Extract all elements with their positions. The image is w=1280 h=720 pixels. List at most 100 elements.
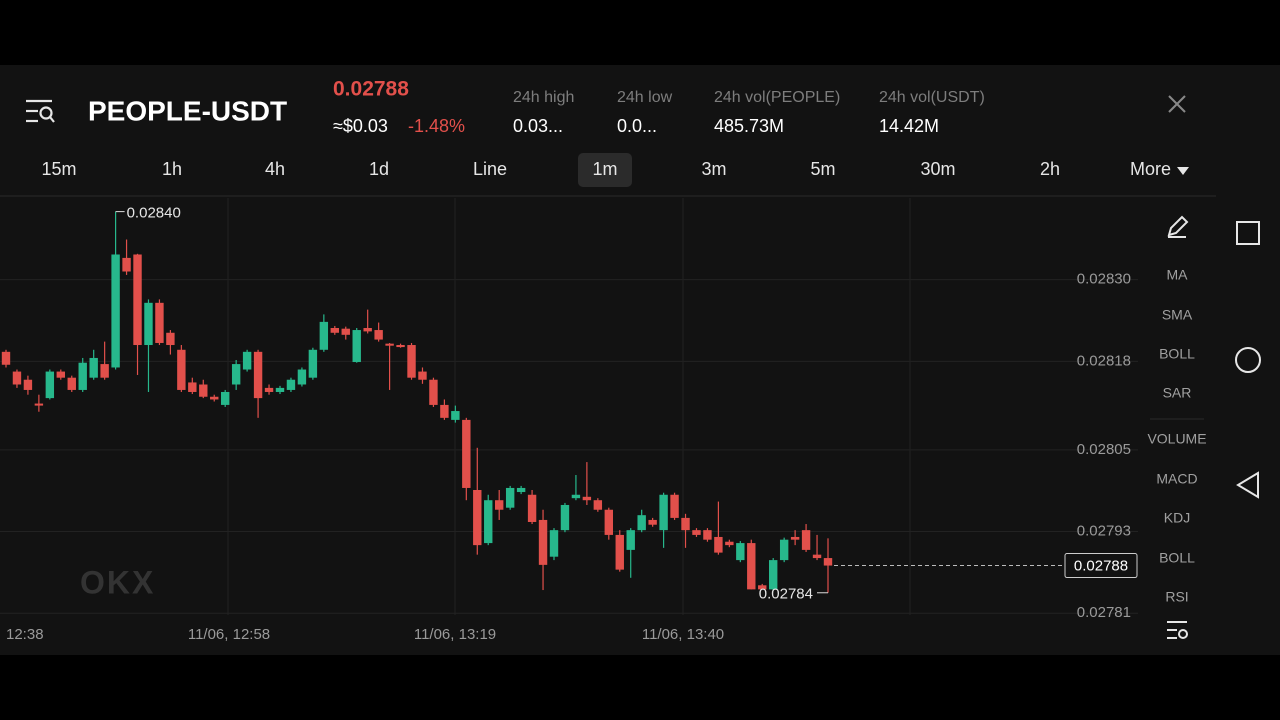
candle-body bbox=[429, 379, 438, 405]
candle-body bbox=[823, 558, 833, 566]
stat-label: 24h vol(PEOPLE) bbox=[714, 89, 840, 106]
close-icon[interactable] bbox=[1168, 95, 1186, 113]
high-label: 0.02840 bbox=[127, 205, 181, 222]
candle-body bbox=[122, 257, 131, 272]
indicator[interactable]: KDJ bbox=[1164, 510, 1190, 526]
candle-body bbox=[210, 396, 219, 400]
candle-body bbox=[242, 351, 252, 370]
candle-body bbox=[516, 487, 526, 493]
more-tab[interactable]: More bbox=[1130, 159, 1171, 179]
candle-body bbox=[396, 345, 405, 348]
candle-body bbox=[363, 328, 372, 332]
nav-recents[interactable] bbox=[1236, 221, 1260, 245]
x-tick-label: 11/06, 13:19 bbox=[414, 626, 496, 643]
pencil-icon[interactable] bbox=[1167, 215, 1189, 238]
candle-body bbox=[297, 369, 307, 385]
timeframe-tab[interactable]: Line bbox=[473, 159, 507, 179]
settings-icon[interactable] bbox=[1167, 621, 1188, 639]
timeframe-tab[interactable]: 15m bbox=[41, 159, 76, 179]
menu-icon[interactable] bbox=[26, 99, 55, 123]
timeframe-tab[interactable]: 2h bbox=[1040, 159, 1060, 179]
candle-body bbox=[725, 541, 734, 546]
candle-body bbox=[473, 489, 482, 546]
symbol: PEOPLE-USDT bbox=[88, 95, 287, 126]
candle-body bbox=[703, 530, 712, 540]
candle-body bbox=[769, 560, 778, 590]
change: -1.48% bbox=[408, 116, 465, 136]
candle-body bbox=[692, 530, 701, 535]
stat-label: 24h low bbox=[617, 89, 673, 106]
candle-body bbox=[275, 387, 285, 392]
candle-body bbox=[571, 494, 581, 499]
candle-body bbox=[790, 536, 800, 540]
low-label: 0.02784 bbox=[759, 586, 813, 603]
candle-body bbox=[199, 384, 208, 397]
indicator[interactable]: VOLUME bbox=[1147, 431, 1206, 447]
timeframe-tab[interactable]: 4h bbox=[265, 159, 285, 179]
candle-body bbox=[374, 330, 383, 340]
candle-body bbox=[440, 404, 449, 418]
candle-body bbox=[89, 357, 98, 378]
candle-body bbox=[23, 379, 33, 390]
candle-body bbox=[330, 328, 339, 333]
candle-body bbox=[451, 411, 460, 420]
timeframe-tab[interactable]: 1d bbox=[369, 159, 389, 179]
timeframe-tab[interactable]: 1h bbox=[162, 159, 182, 179]
candle-body bbox=[560, 504, 570, 531]
candle-body bbox=[801, 530, 811, 550]
candle-body bbox=[779, 539, 789, 561]
indicator[interactable]: SMA bbox=[1162, 307, 1193, 323]
timeframe-tab[interactable]: 30m bbox=[920, 159, 955, 179]
candle-body bbox=[308, 349, 318, 378]
candle-body bbox=[593, 500, 603, 510]
stat-label: 24h high bbox=[513, 89, 574, 106]
candle-body bbox=[231, 364, 241, 385]
candle-body bbox=[34, 403, 44, 406]
candle-body bbox=[221, 391, 230, 405]
candle-body bbox=[648, 519, 657, 525]
candle-body bbox=[352, 330, 361, 363]
y-tick-label: 0.02781 bbox=[1077, 604, 1131, 621]
indicator[interactable]: RSI bbox=[1165, 589, 1188, 605]
indicator[interactable]: BOLL bbox=[1159, 550, 1195, 566]
candle-body bbox=[495, 500, 504, 510]
candle-body bbox=[177, 349, 186, 390]
candle-body bbox=[505, 487, 515, 508]
indicator[interactable]: MACD bbox=[1156, 471, 1197, 487]
candle-body bbox=[286, 379, 296, 390]
candle-body bbox=[155, 302, 164, 343]
candle-body bbox=[747, 543, 756, 590]
indicator[interactable]: MA bbox=[1167, 267, 1189, 283]
stat-value: 0.03... bbox=[513, 116, 563, 136]
candle-body bbox=[264, 387, 274, 392]
candle-body bbox=[462, 419, 471, 488]
candle-body bbox=[538, 519, 548, 565]
candle-body bbox=[714, 536, 723, 553]
candle-body bbox=[166, 332, 175, 346]
candle-body bbox=[100, 364, 109, 378]
approx-price: ≈$0.03 bbox=[333, 116, 388, 136]
candle-body bbox=[144, 302, 153, 346]
timeframe-tab[interactable]: 5m bbox=[810, 159, 835, 179]
last-price-label: 0.02788 bbox=[1074, 558, 1128, 575]
indicator[interactable]: SAR bbox=[1163, 385, 1192, 401]
stat-value: 14.42M bbox=[879, 116, 939, 136]
candle-body bbox=[637, 515, 646, 531]
nav-back[interactable] bbox=[1236, 471, 1259, 499]
candle-body bbox=[659, 494, 668, 531]
candle-body bbox=[188, 382, 197, 392]
candle-body bbox=[45, 371, 55, 399]
y-tick-label: 0.02830 bbox=[1077, 271, 1131, 288]
candle-body bbox=[133, 254, 142, 346]
timeframe-tab[interactable]: 3m bbox=[701, 159, 726, 179]
timeframe-tab[interactable]: 1m bbox=[592, 159, 617, 179]
candle-body bbox=[407, 345, 416, 378]
indicator[interactable]: BOLL bbox=[1159, 346, 1195, 362]
nav-home[interactable] bbox=[1235, 347, 1261, 373]
x-tick-label: 11/06, 12:58 bbox=[188, 626, 270, 643]
candle-body bbox=[626, 530, 635, 550]
plot-area: OKX 0.02840 0.02784 bbox=[0, 198, 1138, 615]
stat-value: 485.73M bbox=[714, 116, 784, 136]
candle-body bbox=[758, 585, 767, 590]
